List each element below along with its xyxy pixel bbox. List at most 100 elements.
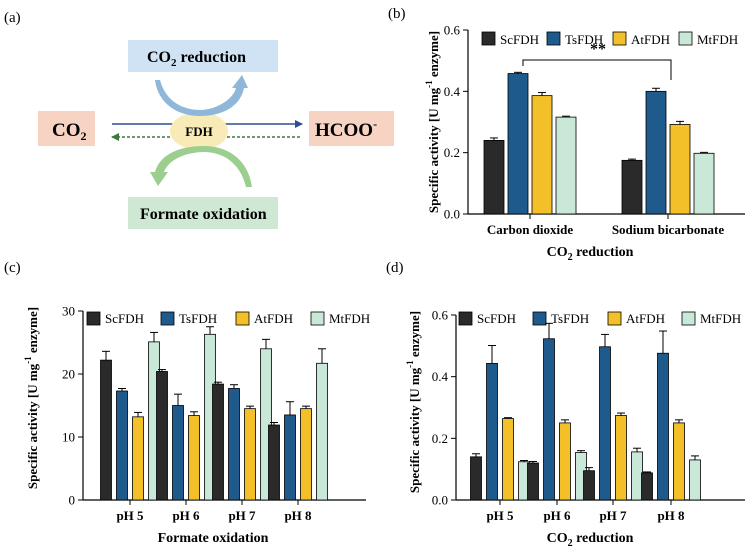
bar-scfdh-3 (641, 472, 653, 501)
panel-b-y-axis-label: Specific activity [U mg-1 enzyme] (424, 31, 441, 213)
panel-b-label: (b) (388, 6, 406, 22)
x-tick-label: pH 7 (599, 508, 627, 523)
panel-c-legend: ScFDH TsFDH AtFDH MtFDH (86, 311, 370, 326)
panel-d-chart: (d) ScFDH TsFDH AtFDH MtFDH Specific act… (386, 260, 741, 549)
bar-mtfdh-3 (316, 362, 328, 501)
bar-tsfdh-2 (228, 388, 240, 501)
legend-label-atfdh: AtFDH (254, 311, 293, 326)
panel-d-legend: ScFDH TsFDH AtFDH MtFDH (458, 311, 741, 326)
legend-swatch-atfdh (235, 311, 250, 326)
bar-atfdh-3 (300, 408, 312, 501)
bar-tsfdh-0 (116, 390, 128, 501)
bar-mtfdh-1 (693, 152, 715, 215)
legend-label-tsfdh: TsFDH (551, 311, 589, 326)
x-tick-label: pH 6 (543, 508, 571, 523)
bar-atfdh-2 (244, 408, 256, 501)
bar-atfdh-0 (502, 418, 514, 501)
legend-swatch-scfdh (481, 31, 496, 46)
y-tick-label: 0.6 (432, 308, 449, 323)
bar-tsfdh-1 (172, 405, 184, 501)
bar-scfdh-0 (483, 139, 505, 215)
x-tick-label: Carbon dioxide (487, 222, 574, 237)
oxidation-curved-arrow (150, 146, 252, 187)
panel-c-label: (c) (4, 260, 21, 276)
bar-atfdh-0 (132, 416, 144, 501)
fdh-label: FDH (185, 124, 212, 139)
legend-label-scfdh: ScFDH (500, 32, 539, 47)
bar-tsfdh-0 (486, 363, 498, 501)
bar-scfdh-1 (527, 462, 539, 501)
panel-c-plot: 0 10 20 30 pH 5 pH 6 pH 7 pH 8 (62, 304, 366, 523)
bar-atfdh-3 (673, 422, 685, 501)
plot-areas: 0.0 0.2 0.4 0.6 Carbon dioxide Sodium bicarbo… (62, 23, 745, 523)
legend-label-scfdh: ScFDH (105, 311, 144, 326)
oxidation-label: Formate oxidation (140, 206, 267, 223)
y-tick-label: 10 (62, 430, 75, 445)
x-tick-label: pH 8 (657, 508, 685, 523)
panel-a-label: (a) (4, 10, 21, 26)
x-tick-label: Sodium bicarbonate (612, 222, 725, 237)
y-tick-label: 0.0 (432, 493, 448, 508)
legend-swatch-atfdh (612, 31, 627, 46)
bar-tsfdh-1 (645, 90, 667, 215)
bar-atfdh-1 (669, 124, 691, 215)
x-tick-label: pH 7 (228, 508, 256, 523)
bar-tsfdh-3 (657, 352, 669, 501)
panel-c-chart: (c) ScFDH TsFDH AtFDH MtFDH Specific act… (4, 260, 370, 546)
oxidation-box (128, 197, 278, 229)
legend-label-atfdh: AtFDH (626, 311, 665, 326)
y-tick-label: 0.6 (444, 23, 461, 38)
bar-tsfdh-2 (599, 346, 611, 501)
legend-label-mtfdh: MtFDH (329, 311, 370, 326)
panel-b-plot: 0.0 0.2 0.4 0.6 Carbon dioxide Sodium bicarbo… (444, 23, 745, 237)
bar-mtfdh-2 (631, 451, 643, 501)
bar-atfdh-2 (615, 415, 627, 501)
panel-c-y-axis-label: Specific activity [U mg-1 enzyme] (23, 307, 40, 489)
bar-scfdh-0 (100, 359, 112, 501)
bar-tsfdh-1 (543, 338, 555, 501)
panel-b-significance-bracket (522, 59, 672, 80)
x-tick-label: pH 5 (116, 508, 144, 523)
panel-d-x-axis-label: CO2 reduction (547, 531, 634, 549)
y-tick-label: 0 (69, 493, 76, 508)
legend-label-atfdh: AtFDH (631, 32, 670, 47)
legend-swatch-atfdh (607, 311, 622, 326)
reduction-label: CO2 reduction (147, 49, 246, 69)
legend-label-tsfdh: TsFDH (179, 311, 217, 326)
panel-d-y-axis-label: Specific activity [U mg-1 enzyme] (405, 311, 422, 493)
panel-b-chart: (b) ScFDH TsFDH AtFDH MtFDH ** Specific … (388, 6, 738, 263)
y-tick-label: 0.4 (444, 84, 461, 99)
bar-tsfdh-0 (507, 73, 529, 215)
bar-scfdh-0 (470, 456, 482, 501)
panel-a-diagram: (a) CO2 HCOO- CO2 reduction Formate oxid… (4, 10, 394, 229)
y-tick-label: 0.2 (432, 431, 448, 446)
bar-mtfdh-3 (689, 459, 701, 501)
y-tick-label: 0.4 (432, 369, 449, 384)
x-tick-label: pH 6 (172, 508, 200, 523)
formate-box (309, 111, 394, 146)
y-tick-label: 20 (62, 367, 75, 382)
co2-label: CO2 (52, 120, 87, 143)
bar-scfdh-1 (156, 371, 168, 501)
panel-d-label: (d) (386, 260, 404, 276)
bar-atfdh-1 (188, 415, 200, 501)
legend-label-mtfdh: MtFDH (700, 311, 741, 326)
y-tick-label: 0.2 (444, 145, 460, 160)
bar-mtfdh-0 (555, 116, 577, 215)
panel-c-x-axis-label: Formate oxidation (158, 531, 269, 546)
formate-label: HCOO- (315, 117, 377, 141)
bar-tsfdh-3 (284, 414, 296, 501)
reduction-curved-arrow (155, 75, 248, 116)
legend-swatch-mtfdh (678, 31, 693, 46)
bar-scfdh-3 (268, 424, 280, 501)
legend-label-mtfdh: MtFDH (697, 32, 738, 47)
panel-b-x-axis-label: CO2 reduction (547, 245, 634, 263)
legend-swatch-mtfdh (310, 311, 325, 326)
bar-scfdh-1 (621, 159, 643, 215)
legend-swatch-scfdh (458, 311, 473, 326)
legend-label-scfdh: ScFDH (477, 311, 516, 326)
panel-b-significance: ** (590, 41, 606, 58)
legend-swatch-mtfdh (681, 311, 696, 326)
y-tick-label: 30 (62, 304, 75, 319)
